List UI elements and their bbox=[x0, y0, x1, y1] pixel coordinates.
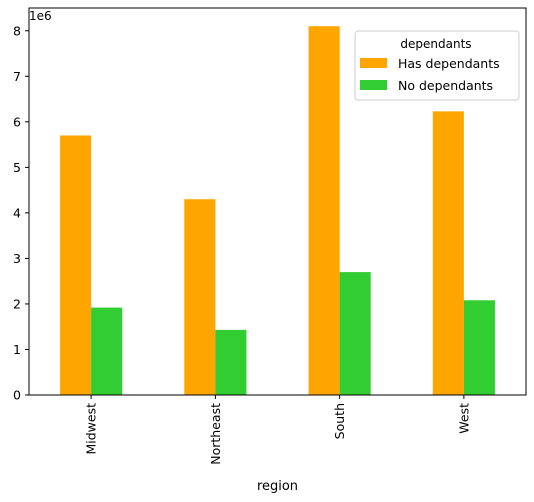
y-axis: 0 1 2 3 4 5 6 7 8 bbox=[13, 23, 29, 403]
legend-title: dependants bbox=[400, 37, 471, 51]
x-tick-label: Midwest bbox=[84, 403, 99, 455]
y-tick-label: 1 bbox=[13, 342, 21, 357]
y-tick-label: 0 bbox=[13, 388, 21, 403]
bar-midwest-has-dependants bbox=[60, 135, 92, 395]
bar-west-has-dependants bbox=[432, 111, 464, 395]
x-tick-label: Northeast bbox=[208, 403, 223, 465]
x-tick-label: West bbox=[456, 403, 471, 434]
y-tick-label: 2 bbox=[13, 296, 21, 311]
y-tick-label: 7 bbox=[13, 69, 21, 84]
bars-layer bbox=[60, 26, 495, 396]
legend-frame bbox=[354, 30, 520, 101]
y-offset-label: 1e6 bbox=[29, 9, 52, 23]
legend-swatch-has-dependants bbox=[360, 58, 387, 68]
y-tick-label: 8 bbox=[13, 23, 21, 38]
bar-south-has-dependants bbox=[308, 26, 340, 396]
bar-west-no-dependants bbox=[463, 300, 495, 395]
bar-northeast-has-dependants bbox=[184, 199, 216, 395]
x-tick-label: South bbox=[332, 403, 347, 439]
legend-label-no-dependants: No dependants bbox=[398, 78, 493, 93]
x-axis-label: region bbox=[257, 479, 298, 494]
x-axis: Midwest Northeast South West bbox=[84, 395, 471, 465]
y-tick-label: 6 bbox=[13, 114, 21, 129]
bar-northeast-no-dependants bbox=[215, 329, 247, 395]
legend-label-has-dependants: Has dependants bbox=[398, 56, 500, 71]
legend: dependants Has dependants No dependants bbox=[354, 30, 520, 101]
axes-frame bbox=[28, 7, 527, 396]
y-tick-label: 4 bbox=[13, 205, 21, 220]
y-tick-label: 5 bbox=[13, 160, 21, 175]
legend-swatch-no-dependants bbox=[360, 80, 387, 90]
bar-south-no-dependants bbox=[339, 272, 371, 395]
y-tick-label: 3 bbox=[13, 251, 21, 266]
bar-midwest-no-dependants bbox=[91, 307, 123, 395]
